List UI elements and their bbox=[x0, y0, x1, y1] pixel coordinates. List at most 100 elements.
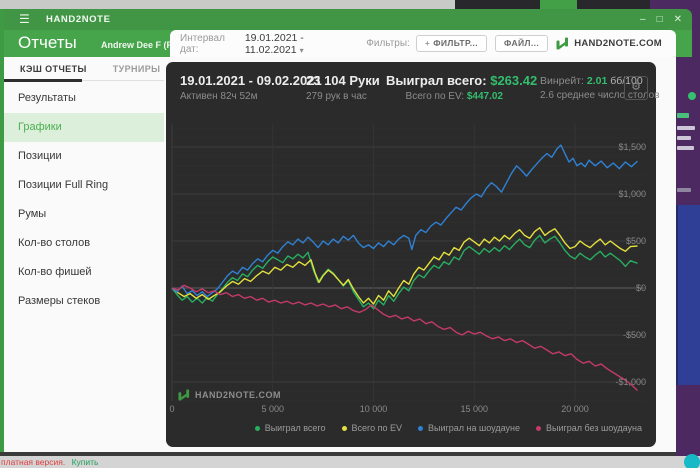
hands-per-hour: 279 рук в час bbox=[306, 91, 367, 102]
active-tab-underline bbox=[4, 79, 82, 82]
date-range-value: 19.01.2021 - 09.02.2021 bbox=[180, 73, 322, 88]
series-line bbox=[171, 144, 638, 298]
sidebar-item[interactable]: Румы bbox=[18, 208, 47, 220]
x-axis-label: 15 000 bbox=[460, 404, 489, 414]
close-button[interactable]: ✕ bbox=[673, 14, 682, 25]
legend-dot-icon bbox=[536, 425, 541, 431]
sidebar-item[interactable]: Позиции bbox=[18, 150, 62, 162]
series-line bbox=[171, 227, 638, 305]
chart-panel: 19.01.2021 - 09.02.2021 Активен 82ч 52м … bbox=[166, 62, 660, 447]
background-fragment bbox=[677, 136, 691, 140]
x-axis-label: 20 000 bbox=[561, 404, 589, 414]
y-axis-label: $0 bbox=[635, 282, 646, 293]
date-interval-value: 19.01.2021 - 11.02.2021 bbox=[244, 31, 304, 56]
hand2note-logo-icon bbox=[178, 389, 190, 401]
y-axis-label: -$500 bbox=[622, 329, 646, 340]
sidebar-tabs: КЭШ ОТЧЕТЫ ТУРНИРЫ bbox=[4, 57, 164, 81]
active-time: Активен 82ч 52м bbox=[180, 91, 258, 102]
stats-winrate: Винрейт: 2.01 бб/100 2.6 среднее число с… bbox=[540, 75, 660, 101]
stats-winnings: Выиграл всего: $263.42 Всего по EV: $447… bbox=[386, 73, 537, 102]
background-blue-block bbox=[676, 205, 700, 385]
sidebar-item[interactable]: Графики bbox=[4, 113, 164, 142]
won-label: Выиграл всего: bbox=[386, 73, 487, 88]
series-line bbox=[171, 234, 638, 310]
sidebar-item[interactable]: Результаты bbox=[18, 92, 76, 104]
brand-text: HAND2NOTE.COM bbox=[574, 38, 663, 49]
winrate-units: бб/100 bbox=[610, 75, 643, 87]
avg-tables: 2.6 среднее число столов bbox=[540, 90, 660, 101]
plus-icon: + bbox=[424, 38, 431, 48]
legend-item[interactable]: Всего по EV bbox=[341, 423, 403, 433]
winrate-label: Винрейт: bbox=[540, 75, 584, 87]
hand2note-logo-icon bbox=[556, 37, 569, 50]
legend-item[interactable]: Выиграл на шоудауне bbox=[418, 423, 520, 433]
brand-logo: HAND2NOTE.COM bbox=[556, 37, 662, 50]
menu-icon[interactable]: ☰ bbox=[19, 12, 30, 26]
won-value: $263.42 bbox=[490, 73, 538, 88]
buy-link[interactable]: Купить bbox=[71, 457, 99, 467]
hands-value: 23 104 Руки bbox=[306, 73, 380, 88]
sidebar-tab[interactable]: КЭШ ОТЧЕТЫ bbox=[20, 63, 87, 74]
background-top-strip bbox=[455, 0, 700, 9]
legend-label: Всего по EV bbox=[351, 423, 403, 433]
background-fragment bbox=[677, 188, 691, 192]
date-interval-dropdown[interactable]: 19.01.2021 - 11.02.2021 ▾ bbox=[245, 32, 352, 56]
interval-label: Интервал дат: bbox=[180, 32, 225, 55]
y-axis-label: $1,500 bbox=[618, 141, 646, 152]
legend-label: Выиграл на шоудауне bbox=[428, 423, 520, 433]
app-title: HAND2NOTE bbox=[46, 14, 111, 25]
series-line bbox=[171, 284, 638, 392]
filters-label: Фильтры: bbox=[366, 38, 410, 49]
ev-value: $447.02 bbox=[466, 91, 503, 102]
chart-legend: Выиграл всего Всего по EV Выиграл на шоуда… bbox=[166, 423, 642, 433]
window-left-border bbox=[0, 9, 4, 456]
x-axis-label: 0 bbox=[169, 404, 175, 414]
status-strip: платная версия. Купить bbox=[0, 456, 700, 468]
sidebar-items: Результаты Графики Позиции Позиции Full Rin… bbox=[4, 84, 164, 316]
background-fragment bbox=[677, 126, 695, 130]
y-axis-label: $1,000 bbox=[618, 188, 646, 199]
window-bottom-border bbox=[0, 452, 676, 456]
background-green-fragment bbox=[540, 0, 577, 9]
x-axis-label: 10 000 bbox=[359, 404, 388, 414]
maximize-button[interactable]: □ bbox=[656, 14, 663, 25]
page-title: Отчеты bbox=[18, 33, 77, 52]
legend-dot-icon bbox=[254, 425, 260, 431]
winrate-value: 2.01 bbox=[586, 75, 608, 87]
minimize-button[interactable]: – bbox=[640, 14, 646, 25]
watermark: HAND2NOTE.COM bbox=[178, 389, 281, 401]
background-teal-circle bbox=[684, 454, 700, 468]
user-selector-label: Andrew Dee F (PS) bbox=[101, 40, 182, 50]
sidebar-item[interactable]: Размеры стеков bbox=[18, 295, 101, 307]
legend-label: Выиграл всего bbox=[264, 423, 326, 433]
title-bar: ☰ HAND2NOTE – □ ✕ bbox=[4, 9, 692, 30]
window-controls: – □ ✕ bbox=[640, 13, 682, 26]
add-filter-button[interactable]: + ФИЛЬТР... bbox=[415, 35, 488, 52]
ev-label: Всего по EV: bbox=[405, 91, 465, 102]
sidebar-tab[interactable]: ТУРНИРЫ bbox=[112, 63, 161, 74]
chevron-down-icon: ▾ bbox=[299, 45, 304, 55]
legend-dot-icon bbox=[341, 425, 347, 431]
sidebar: КЭШ ОТЧЕТЫ ТУРНИРЫ Результаты Графики Позиц… bbox=[4, 57, 164, 452]
file-button[interactable]: ФАЙЛ... bbox=[495, 35, 549, 52]
gear-icon[interactable]: ⚙ bbox=[624, 76, 648, 100]
winnings-graph bbox=[171, 124, 644, 402]
background-fragment bbox=[688, 92, 696, 100]
background-fragment bbox=[677, 146, 694, 150]
stats-hands: 23 104 Руки 279 рук в час bbox=[306, 73, 380, 102]
y-axis-label: $500 bbox=[625, 235, 646, 246]
sidebar-item[interactable]: Кол-во фишей bbox=[18, 266, 92, 278]
watermark-text: HAND2NOTE.COM bbox=[195, 390, 282, 400]
sidebar-item[interactable]: Позиции Full Ring bbox=[18, 179, 109, 191]
toolbar: Интервал дат: 19.01.2021 - 11.02.2021 ▾ Ф… bbox=[170, 30, 676, 57]
trial-version-text: платная версия. bbox=[1, 457, 66, 467]
legend-item[interactable]: Выиграл всего bbox=[254, 423, 326, 433]
legend-label: Выиграл без шоудауна bbox=[546, 423, 642, 433]
y-axis-label: -$1,000 bbox=[615, 376, 646, 387]
x-axis-label: 5 000 bbox=[261, 404, 285, 414]
background-fragment bbox=[677, 113, 689, 118]
legend-item[interactable]: Выиграл без шоудауна bbox=[536, 423, 642, 433]
legend-dot-icon bbox=[418, 425, 424, 431]
sidebar-item[interactable]: Кол-во столов bbox=[18, 237, 91, 249]
